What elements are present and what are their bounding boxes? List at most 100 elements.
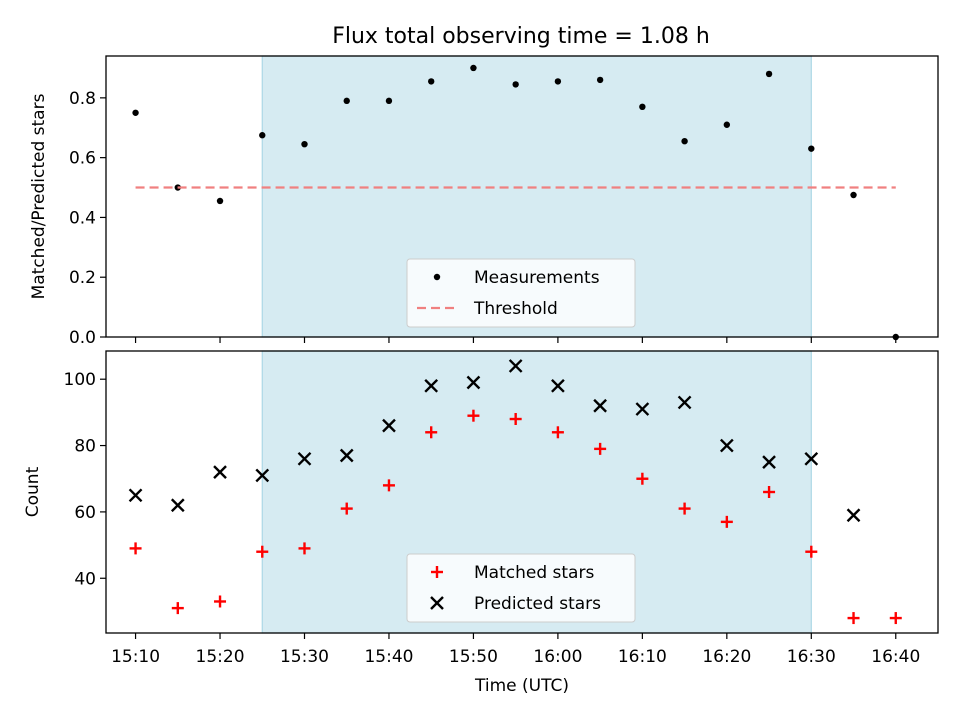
data-point-x-1: [170, 498, 185, 513]
data-point-x-17-b: [846, 508, 861, 523]
data-point-dot-16: [808, 145, 815, 152]
data-point-x-15-b: [762, 455, 776, 469]
y-axis-label: Count: [23, 466, 43, 517]
data-point-x-12-b: [635, 402, 650, 416]
data-point-plus-2: [214, 595, 227, 608]
data-point-x-6-b: [382, 418, 396, 433]
y-tick-label: 0.2: [69, 268, 96, 288]
data-point-x-9: [508, 359, 523, 373]
data-point-x-8: [466, 375, 481, 390]
data-point-dot-11: [596, 76, 604, 84]
plot-frame: [105, 55, 939, 338]
x-tick-label: 16:30: [787, 647, 836, 667]
x-tick-label: 16:00: [533, 647, 582, 667]
x-tick-label: 15:20: [196, 647, 245, 667]
data-point-x-3-b: [255, 468, 270, 483]
x-tick-label: 15:40: [364, 647, 413, 667]
x-tick-label: 15:30: [280, 647, 329, 667]
data-point-plus-3: [256, 545, 269, 558]
data-point-x-13: [677, 395, 692, 410]
legend-box: [406, 258, 636, 328]
data-point-dot-17: [850, 191, 857, 199]
legend-swatch-b: [430, 596, 444, 610]
data-point-x-7: [424, 378, 439, 393]
data-point-plus-17: [847, 612, 860, 625]
data-point-x-0: [128, 488, 143, 503]
data-point-plus-15: [763, 486, 776, 498]
y-tick-label: 0.6: [69, 149, 96, 169]
y-tick-label: 80: [74, 437, 96, 457]
data-point-x-14-b: [719, 438, 734, 453]
data-point-x-5-b: [339, 448, 354, 463]
data-point-x-4-b: [297, 451, 312, 466]
x-tick-label: 15:50: [449, 647, 498, 667]
data-point-plus-10: [551, 426, 564, 439]
y-tick-label: 0.8: [69, 89, 96, 109]
data-point-dot-13: [681, 137, 688, 145]
data-point-x-17: [846, 508, 861, 523]
data-point-plus-12: [636, 472, 649, 485]
data-point-x-1-b: [170, 498, 185, 513]
data-point-x-0-b: [128, 488, 143, 503]
data-point-dot-4: [301, 140, 308, 148]
data-point-x-16: [804, 451, 819, 466]
x-tick-label: 16:20: [702, 647, 751, 667]
data-point-plus-18: [889, 612, 902, 625]
data-point-dot-8: [470, 64, 477, 72]
data-point-x-7-b: [424, 378, 439, 393]
data-point-x-2-b: [213, 465, 227, 479]
data-point-plus-1: [171, 602, 184, 615]
plot-frame: [105, 350, 939, 634]
data-point-plus-13: [678, 502, 691, 515]
data-point-dot-9: [512, 81, 519, 88]
data-point-plus-5: [340, 502, 353, 515]
data-point-plus-16: [805, 545, 818, 558]
chart-title: Flux total observing time = 1.08 h: [332, 24, 710, 49]
data-point-plus-6: [382, 479, 395, 492]
x-tick-label: 16:10: [618, 647, 667, 667]
legend-label: Measurements: [474, 268, 600, 288]
data-point-dot-6: [385, 97, 393, 105]
data-point-dot-15: [765, 70, 773, 78]
legend-swatch: [431, 566, 443, 578]
data-point-plus-8: [467, 409, 480, 422]
legend-box: [406, 553, 636, 623]
data-point-x-11: [593, 398, 607, 413]
data-point-dot-3: [259, 132, 266, 139]
data-point-x-5: [339, 448, 354, 463]
x-tick-label: 16:40: [871, 647, 920, 667]
x-tick-label: 15:10: [111, 647, 160, 667]
y-tick-label: 100: [64, 370, 96, 390]
y-tick-label: 0.0: [69, 328, 96, 348]
data-point-x-2: [213, 465, 227, 479]
legend-label: Threshold: [473, 299, 558, 319]
data-point-x-3: [255, 468, 270, 483]
x-axis-label: Time (UTC): [474, 676, 569, 696]
data-point-dot-14: [723, 121, 731, 128]
data-point-x-13-b: [677, 395, 692, 410]
data-point-x-9-b: [508, 359, 523, 373]
data-point-x-10: [551, 378, 565, 393]
y-tick-label: 60: [74, 503, 96, 523]
legend-label: Matched stars: [474, 563, 594, 583]
data-point-x-4: [297, 451, 312, 466]
data-point-plus-11: [594, 442, 607, 455]
data-point-x-8-b: [466, 375, 481, 390]
data-point-plus-9: [509, 413, 522, 426]
data-point-dot-2: [216, 197, 224, 205]
data-point-dot-0: [132, 109, 139, 116]
legend-label: Predicted stars: [474, 594, 601, 614]
data-point-plus-14: [720, 515, 733, 528]
data-point-x-10-b: [551, 378, 565, 393]
y-axis-label: Matched/Predicted stars: [29, 93, 49, 299]
data-point-dot-7: [427, 78, 435, 85]
data-point-dot-5: [343, 97, 350, 105]
panel-ratio: 0.0 0.2 0.4 0.6 0.8 Matched/Predicted stars Me…: [29, 55, 939, 348]
data-point-x-14: [719, 438, 734, 453]
data-point-x-12: [635, 402, 650, 416]
data-point-plus-0: [129, 542, 142, 555]
data-point-x-15: [762, 455, 776, 469]
data-point-dot-12: [639, 103, 646, 111]
data-point-dot-10: [554, 78, 562, 85]
